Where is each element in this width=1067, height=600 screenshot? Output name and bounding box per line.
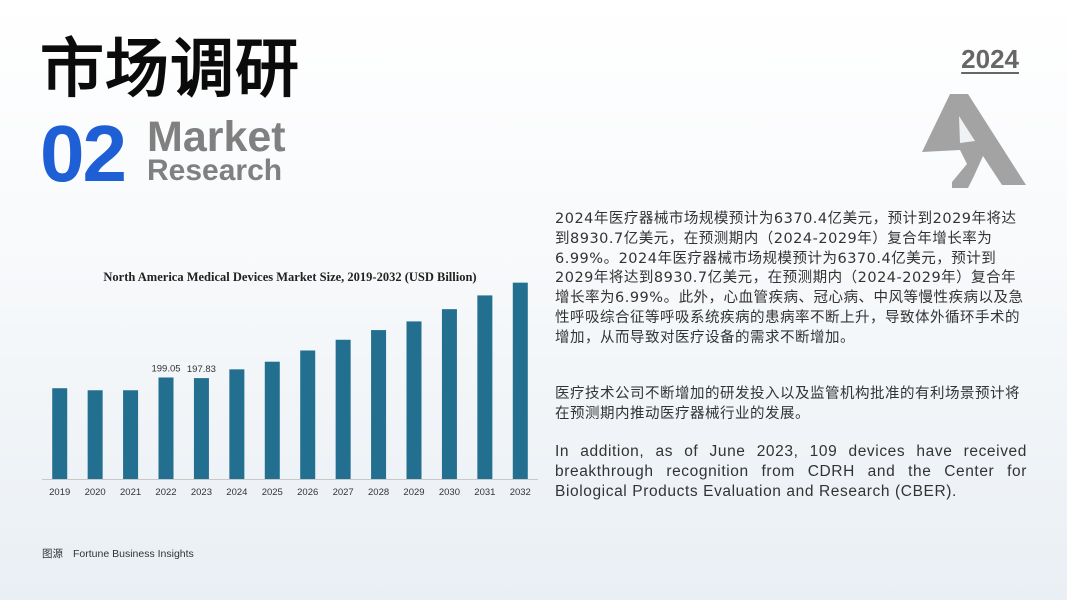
x-tick-label-2023: 2023: [191, 487, 212, 498]
bar-2022: [158, 377, 174, 479]
bar-2026: [300, 350, 316, 479]
data-label-2022: 199.05: [151, 363, 180, 374]
x-tick-label-2028: 2028: [368, 487, 389, 498]
section-title-en-line2: Research: [147, 154, 283, 187]
bar-2031: [477, 295, 493, 479]
bar-2028: [371, 330, 387, 479]
image-source: 图源 Fortune Business Insights: [42, 546, 194, 561]
chart-title: North America Medical Devices Market Siz…: [103, 270, 477, 284]
x-tick-label-2024: 2024: [226, 487, 247, 498]
source-label: 图源: [42, 548, 63, 560]
x-tick-label-2019: 2019: [49, 487, 70, 498]
bar-chart: North America Medical Devices Market Siz…: [30, 262, 550, 512]
paragraph-breakthrough-devices: In addition, as of June 2023, 109 device…: [555, 443, 1027, 500]
page-title: 市场调研: [40, 33, 300, 107]
x-tick-label-2025: 2025: [262, 487, 283, 498]
x-tick-label-2031: 2031: [474, 487, 495, 498]
stylized-a-logo-icon: [922, 94, 1026, 188]
x-tick-label-2021: 2021: [120, 487, 141, 498]
bar-2021: [123, 390, 139, 479]
x-tick-label-2029: 2029: [403, 487, 424, 498]
year-label: 2024: [961, 44, 1019, 74]
x-tick-label-2020: 2020: [85, 487, 106, 498]
source-name: Fortune Business Insights: [73, 548, 194, 560]
chart-plot: 2019 2020 2021 2022 199.05 2023 197.83 2024 2025…: [42, 282, 538, 498]
bar-2024: [229, 369, 245, 479]
bar-2027: [335, 339, 351, 479]
x-tick-label-2032: 2032: [510, 487, 531, 498]
bar-2019: [52, 388, 68, 479]
section-number: 02: [40, 109, 127, 198]
section-title-en-line1: Market: [147, 113, 286, 161]
paragraph-rd-investment: 医疗技术公司不断增加的研发投入以及监管机构批准的有利场景预计将在预测期内推动医疗…: [555, 386, 1020, 422]
bar-2023: [193, 378, 209, 479]
logo-notch: [959, 116, 975, 143]
data-label-2023: 197.83: [187, 364, 216, 375]
bar-2030: [441, 309, 457, 479]
bar-2025: [264, 361, 280, 479]
x-tick-label-2022: 2022: [155, 487, 176, 498]
x-tick-label-2027: 2027: [333, 487, 354, 498]
bar-2020: [87, 390, 103, 479]
bar-2029: [406, 321, 422, 479]
x-tick-label-2030: 2030: [439, 487, 460, 498]
x-tick-label-2026: 2026: [297, 487, 318, 498]
paragraph-market-size: 2024年医疗器械市场规模预计为6370.4亿美元，预计到2029年将达到893…: [555, 211, 1024, 346]
bar-2032: [512, 282, 528, 479]
